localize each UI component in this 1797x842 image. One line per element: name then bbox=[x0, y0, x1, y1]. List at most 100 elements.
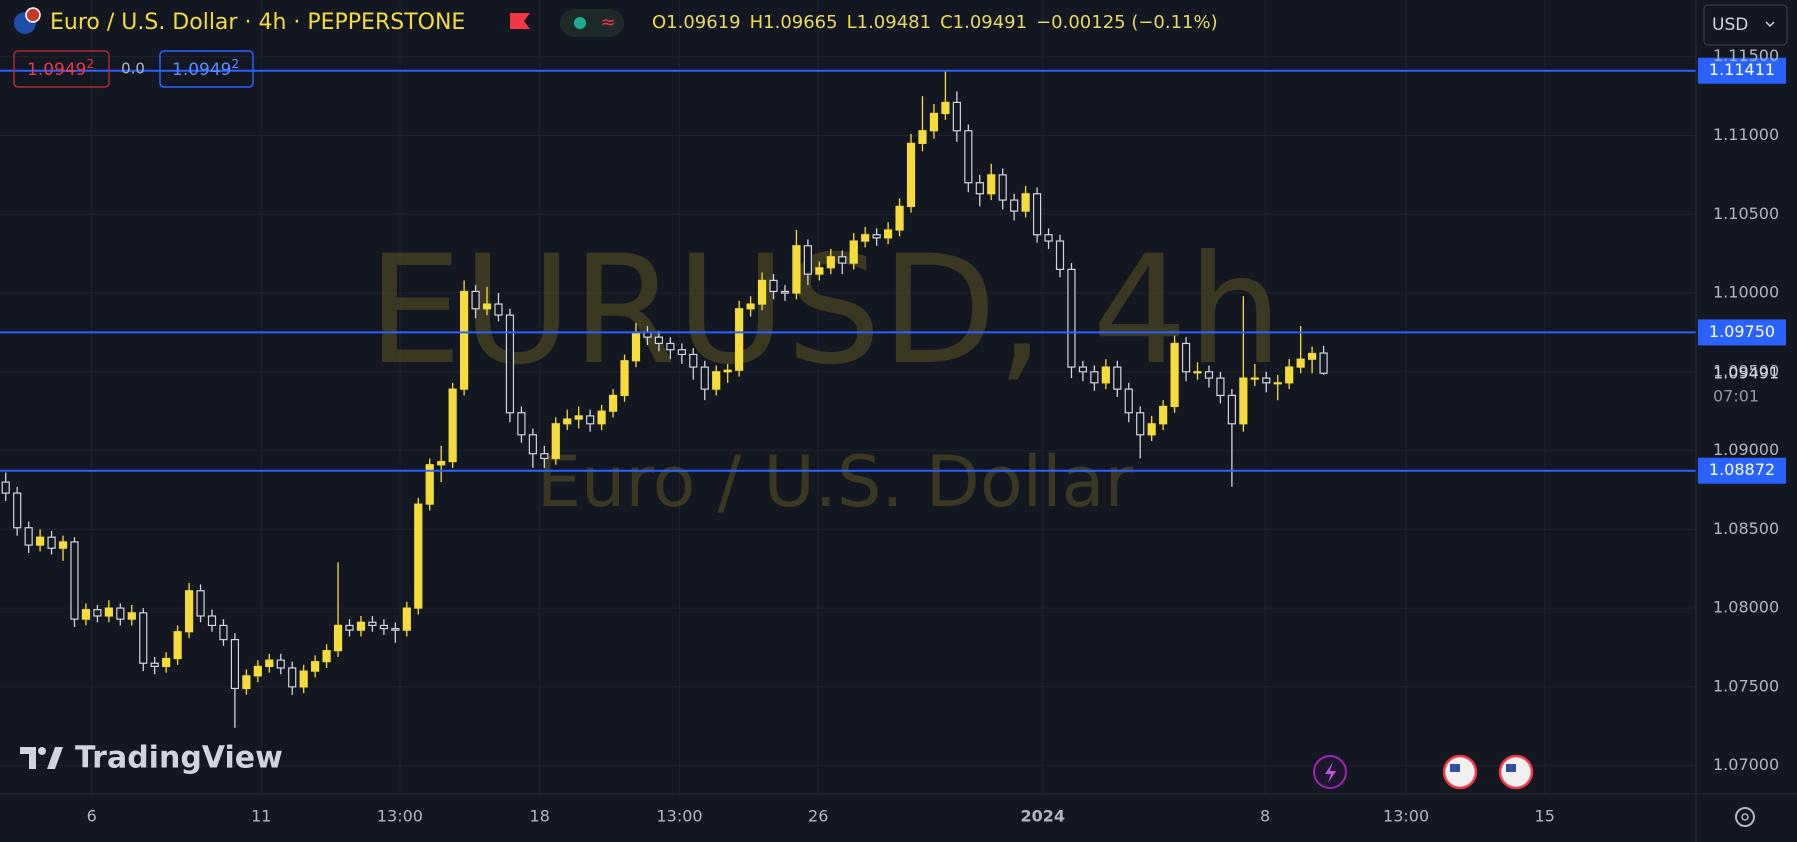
candle-body bbox=[162, 657, 171, 667]
candle-body bbox=[551, 423, 560, 460]
level-label: 1.08872 bbox=[1709, 460, 1775, 479]
candle-body bbox=[918, 130, 927, 144]
settings-button-center bbox=[1741, 813, 1749, 821]
buy-price[interactable]: 1.09492 bbox=[172, 57, 239, 81]
y-tick-label: 1.09500 bbox=[1713, 361, 1779, 380]
candle-body bbox=[70, 541, 79, 620]
candle-body bbox=[150, 662, 159, 667]
candle-body bbox=[826, 256, 835, 269]
candle-body bbox=[173, 631, 182, 660]
candle-body bbox=[620, 360, 629, 397]
candle-body bbox=[333, 624, 343, 652]
y-tick-label: 1.08500 bbox=[1713, 519, 1779, 538]
candle-body bbox=[391, 627, 400, 631]
candle-body bbox=[1124, 388, 1133, 414]
candle-body bbox=[253, 665, 262, 677]
us-flag-canton bbox=[1506, 764, 1516, 772]
ohlc-legend: O1.09619 H1.09665 L1.09481 C1.09491 −0.00125… bbox=[652, 12, 1218, 33]
candle-body bbox=[24, 527, 33, 546]
candle-body bbox=[379, 624, 388, 630]
logo-dot bbox=[38, 747, 46, 755]
buy-price-sup[interactable]: 2 bbox=[231, 57, 239, 71]
candle-body bbox=[219, 624, 228, 641]
candle-body bbox=[952, 101, 961, 132]
candle-body bbox=[677, 349, 686, 356]
y-tick-label: 1.10000 bbox=[1713, 283, 1779, 302]
candle-body bbox=[1262, 377, 1271, 384]
candle-body bbox=[437, 460, 446, 466]
flag-icon[interactable] bbox=[510, 13, 530, 29]
level-label: 1.11411 bbox=[1709, 60, 1775, 79]
sell-price[interactable]: 1.09492 bbox=[27, 57, 94, 81]
y-tick-label: 1.08000 bbox=[1713, 598, 1779, 617]
candle-body bbox=[872, 234, 881, 239]
x-tick-label: 13:00 bbox=[1383, 807, 1429, 826]
candle-body bbox=[884, 229, 893, 239]
candle-body bbox=[792, 245, 801, 294]
ohlc-key: O bbox=[652, 12, 666, 33]
candle-body bbox=[906, 142, 916, 207]
candle-body bbox=[929, 112, 939, 132]
axes: 1.07000 1.07500 1.08000 1.08500 1.09000 1.095… bbox=[87, 46, 1780, 825]
settings-button[interactable] bbox=[1735, 807, 1755, 827]
candle-body bbox=[1308, 352, 1317, 360]
candle-body bbox=[1147, 423, 1156, 436]
candle-body bbox=[36, 536, 45, 546]
bar-countdown: 07:01 bbox=[1713, 387, 1759, 406]
candle-body bbox=[402, 607, 411, 631]
y-tick-label: 1.11000 bbox=[1713, 125, 1779, 144]
candle-body bbox=[1032, 193, 1042, 236]
candle-body bbox=[1273, 382, 1282, 385]
candle-body bbox=[47, 536, 56, 549]
candle-body bbox=[104, 607, 113, 617]
candle-body bbox=[1044, 234, 1053, 242]
brand-name: TradingView bbox=[75, 741, 283, 776]
watermark-symbol: EURUSD, 4h bbox=[367, 224, 1282, 398]
dropdown-arrow bbox=[1765, 21, 1775, 28]
candle-body bbox=[723, 369, 732, 373]
candle-body bbox=[849, 240, 858, 264]
buy-price-main[interactable]: 1.0949 bbox=[172, 60, 231, 80]
symbol-title[interactable]: Euro / U.S. Dollar · 4h · PEPPERSTONE bbox=[50, 10, 465, 35]
ohlc-change: −0.00125 (−0.11%) bbox=[1036, 12, 1218, 33]
brand-logo: TradingView bbox=[20, 741, 283, 776]
candle-body bbox=[1227, 394, 1236, 425]
currency-label[interactable]: USD bbox=[1712, 15, 1748, 35]
candle-body bbox=[242, 675, 251, 690]
candle-body bbox=[322, 650, 331, 663]
ohlc-values: O1.09619 H1.09665 L1.09481 C1.09491 −0.00125… bbox=[652, 12, 1218, 33]
candle-body bbox=[586, 415, 595, 425]
ohlc-key: H bbox=[750, 12, 764, 33]
watermark-description: Euro / U.S. Dollar bbox=[537, 441, 1134, 523]
candle-body bbox=[196, 590, 205, 617]
candle-body bbox=[1067, 268, 1076, 368]
buy-button[interactable] bbox=[159, 50, 254, 88]
y-tick-label: 1.07000 bbox=[1713, 755, 1779, 774]
candle-body bbox=[265, 659, 274, 667]
trade-buttons: 1.09492 0.0 1.09492 bbox=[13, 50, 254, 88]
x-tick-label: 13:00 bbox=[377, 807, 423, 826]
candle-body bbox=[975, 182, 984, 195]
candle-body bbox=[689, 353, 698, 368]
candle-body bbox=[207, 615, 217, 627]
x-tick-label: 8 bbox=[1260, 807, 1270, 826]
candle-body bbox=[13, 492, 22, 529]
candle-body bbox=[838, 256, 847, 264]
candle-body bbox=[1078, 366, 1088, 373]
currency-dropdown[interactable] bbox=[1703, 4, 1788, 46]
candle-body bbox=[1136, 412, 1145, 436]
candle-body bbox=[368, 621, 377, 627]
candle-body bbox=[517, 412, 526, 436]
candle-body bbox=[1010, 199, 1019, 212]
y-tick-label: 1.10500 bbox=[1713, 204, 1779, 223]
candle-body bbox=[528, 434, 537, 455]
candle-body bbox=[563, 418, 572, 425]
sell-price-main[interactable]: 1.0949 bbox=[27, 60, 86, 80]
logo-slash bbox=[47, 747, 63, 769]
ohlc-key: L bbox=[847, 12, 857, 33]
sell-button[interactable] bbox=[13, 50, 110, 88]
candle-body bbox=[505, 314, 515, 414]
candle-body bbox=[116, 607, 125, 620]
sell-price-sup[interactable]: 2 bbox=[86, 57, 94, 71]
level-label-box bbox=[1698, 57, 1786, 84]
